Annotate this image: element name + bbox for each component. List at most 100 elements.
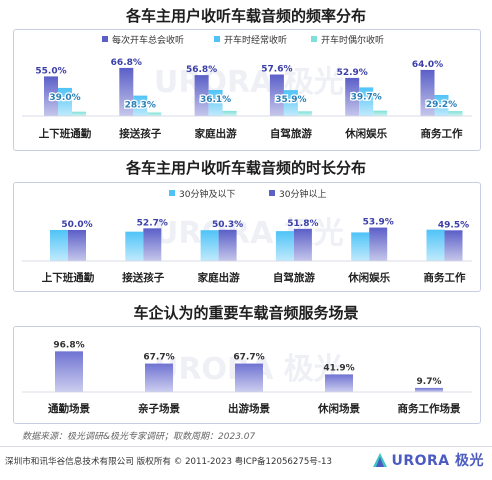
category-label: 自驾旅游 [270,127,312,140]
bar [420,69,435,116]
data-label: 28.3% [125,101,156,111]
chart1-panel: URORA 极光 每次开车总会收听 开车时经常收听 开车时偶尔收听 55.0% 39.0%… [13,29,481,151]
bar [373,110,388,116]
legend-label: 每次开车总会收听 [112,34,184,46]
bar [119,67,134,116]
bar [147,112,162,116]
bar [143,228,162,261]
aurora-logo: URORA 极光 [372,450,484,470]
source-note: 数据来源：极光调研&极光专家调研；取数周期：2023.07 [22,432,256,442]
bar [345,77,360,116]
bar [297,111,312,116]
category-label: 休闲娱乐 [344,127,387,140]
legend-label: 30分钟以上 [279,188,326,200]
data-label: 67.7% [143,353,174,363]
data-label: 36.1% [200,95,231,105]
frequency-chart: URORA 极光 每次开车总会收听 开车时经常收听 开车时偶尔收听 55.0% 39.0%… [22,34,472,140]
data-label: 56.8% [186,65,217,75]
category-label: 接送孩子 [122,271,164,284]
bar [359,87,374,116]
data-label: 41.9% [323,363,354,373]
data-label: 39.0% [49,93,80,103]
bar [283,90,298,116]
legend-swatch [102,36,108,42]
data-label: 64.0% [412,60,443,70]
category-label: 商务工作场景 [398,402,461,415]
category-label: 上下班通勤 [39,127,92,140]
data-label: 51.8% [287,219,318,229]
aurora-logo-icon [373,453,388,467]
footer-copyright: 深圳市和讯华谷信息技术有限公司 版权所有 © 2011-2023 粤ICP备12… [5,457,332,467]
category-label: 自驾旅游 [273,271,315,284]
bar [200,230,219,261]
data-label: 35.9% [275,95,306,105]
chart2-title: 各车主用户收听车载音频的时长分布 [125,159,366,177]
bar [218,229,237,261]
legend-label: 30分钟及以下 [179,188,235,200]
data-label: 66.8% [111,58,142,68]
bar [269,74,284,116]
footer-divider [0,446,492,447]
bar [293,228,312,261]
legend-swatch [311,36,317,42]
bar [133,95,148,116]
chart1-title: 各车主用户收听车载音频的频率分布 [125,7,366,25]
watermark-text: URORA 极光 [154,216,344,251]
bar [222,110,237,116]
category-label: 休闲娱乐 [347,271,390,284]
chart3-title: 车企认为的重要车载音频服务场景 [133,304,359,322]
bar [125,231,144,261]
chart2-panel: URORA 极光 30分钟及以下 30分钟以上 50.0% 上下班通勤 52.7% 接送孩子… [13,182,481,292]
data-label: 39.7% [351,92,382,102]
category-label: 家庭出游 [195,127,237,140]
data-label: 96.8% [53,340,84,350]
legend-swatch [169,190,175,196]
bar [325,374,353,392]
data-label: 29.2% [426,100,457,110]
category-label: 通勤场景 [48,402,90,415]
bar [369,227,388,261]
legend-swatch [269,190,275,196]
category-label: 商务工作 [421,127,463,140]
legend-label: 开车时经常收听 [224,34,287,46]
bar [58,87,72,116]
data-label: 55.0% [35,66,66,76]
bar [50,230,68,261]
scenes-chart: URORA 极光96.8%通勤场景67.7%亲子场景67.7%出游场景41.9%… [22,340,472,415]
watermark-text: URORA 极光 [154,65,344,100]
data-label: 53.9% [363,218,394,228]
category-label: 接送孩子 [119,127,161,140]
data-label: 67.7% [233,353,264,363]
category-label: 出游场景 [228,402,270,415]
bar [68,230,86,261]
bar [434,94,449,116]
data-label: 49.5% [438,220,469,230]
data-label: 52.9% [337,68,368,78]
data-label: 50.0% [61,220,92,230]
category-label: 亲子场景 [138,402,180,415]
bar [44,76,58,116]
chart3-panel: URORA 极光 96.8% 通勤场景 67.7% 亲子场景 67.7% 出游场景 41.9%… [13,326,481,424]
category-label: 休闲场景 [317,402,360,415]
legend-label: 开车时偶尔收听 [321,34,384,46]
data-label: 52.7% [137,218,168,228]
bar [444,230,463,261]
bar [448,111,463,116]
bar [415,387,443,392]
duration-chart: URORA 极光 30分钟及以下 30分钟以上 50.0% 上下班通勤 52.7% 接送孩子… [22,188,472,284]
category-label: 上下班通勤 [42,271,95,284]
category-label: 商务工作 [424,271,466,284]
bar [194,75,209,116]
bar [145,363,173,392]
data-label: 50.3% [212,220,243,230]
bar [208,90,223,116]
data-label: 9.7% [417,377,442,387]
bar [351,232,370,261]
logo-text: URORA 极光 [391,453,484,469]
legend-swatch [214,36,220,42]
category-label: 家庭出游 [198,271,240,284]
bar [72,111,86,116]
bar [275,231,294,261]
bar [426,229,445,261]
data-label: 57.6% [261,65,292,75]
